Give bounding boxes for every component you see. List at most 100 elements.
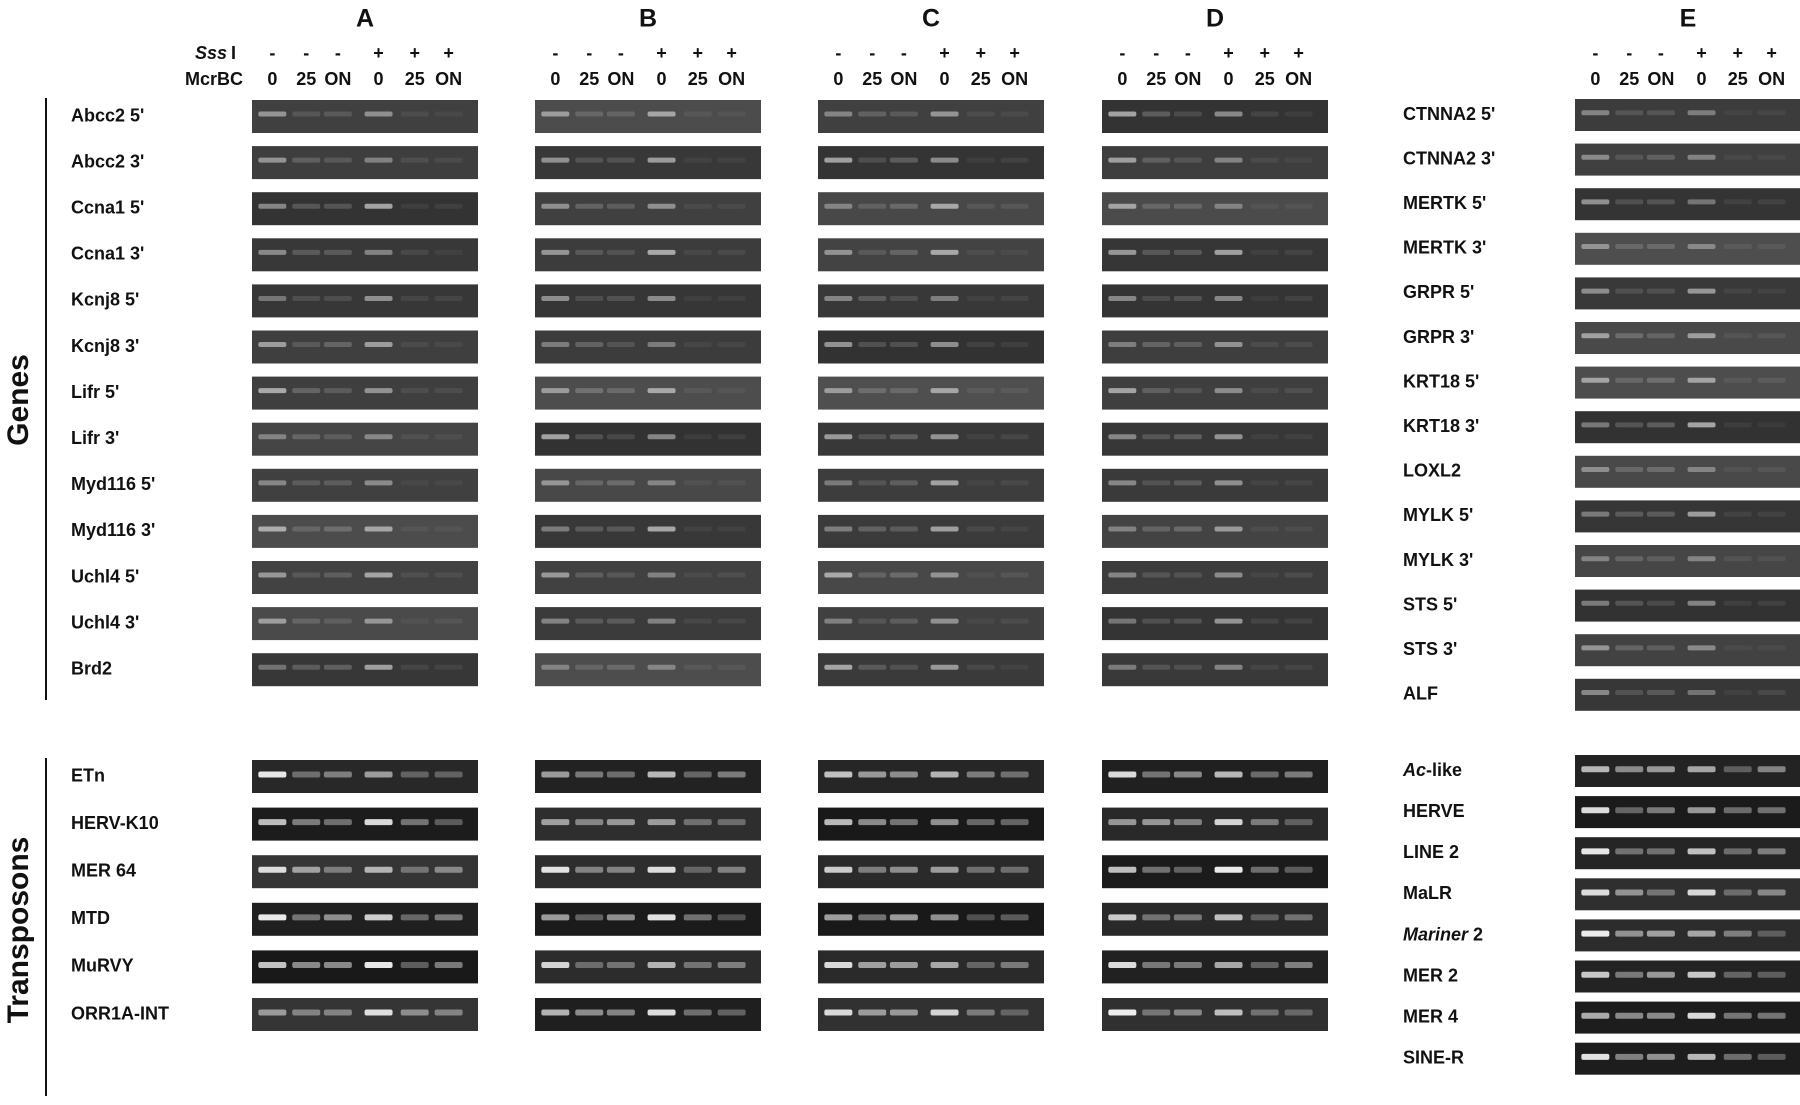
band — [292, 249, 321, 255]
band — [1108, 819, 1137, 826]
band — [1615, 848, 1644, 855]
band — [1000, 249, 1029, 255]
band — [1757, 971, 1786, 978]
mcrbc-lane: 0 — [1117, 69, 1127, 89]
band — [606, 249, 635, 255]
band — [1723, 288, 1752, 294]
row-label: MERTK 5' — [1403, 193, 1486, 213]
sss-lane: - — [1592, 43, 1598, 63]
sss-lane: - — [1153, 43, 1159, 63]
band — [824, 203, 853, 209]
band — [434, 249, 463, 255]
row-label-italic: Mariner — [1403, 924, 1469, 944]
row-label: MaLR — [1403, 883, 1452, 903]
gel-strip — [535, 192, 761, 226]
row-label: MYLK 3' — [1403, 550, 1473, 570]
band — [1284, 664, 1313, 670]
band — [292, 342, 321, 348]
band — [1284, 572, 1313, 578]
band — [1757, 511, 1786, 517]
band — [1687, 889, 1716, 896]
band — [683, 771, 712, 778]
band — [858, 819, 887, 826]
band — [683, 961, 712, 968]
band — [824, 914, 853, 921]
panel-letter: C — [922, 5, 940, 33]
band — [966, 342, 995, 348]
band — [1757, 930, 1786, 937]
band — [292, 1009, 321, 1016]
band — [400, 618, 429, 624]
band — [930, 434, 959, 440]
band — [258, 434, 287, 440]
band — [1250, 342, 1279, 348]
band — [647, 434, 676, 440]
band — [1646, 154, 1675, 160]
band — [292, 480, 321, 486]
row-label: Lifr 3' — [71, 428, 119, 448]
band — [1646, 848, 1675, 855]
band — [824, 866, 853, 873]
band — [434, 342, 463, 348]
band — [575, 342, 604, 348]
band — [1615, 930, 1644, 937]
band — [966, 914, 995, 921]
band — [1142, 203, 1171, 209]
band — [1000, 819, 1029, 826]
band — [606, 1009, 635, 1016]
band — [1615, 154, 1644, 160]
band — [889, 203, 918, 209]
gel-strip — [1102, 330, 1328, 364]
band — [1723, 807, 1752, 814]
band — [930, 819, 959, 826]
band — [575, 618, 604, 624]
band — [400, 157, 429, 163]
band — [930, 664, 959, 670]
band — [541, 434, 570, 440]
band — [323, 249, 352, 255]
band — [1687, 807, 1716, 814]
band — [683, 203, 712, 209]
band — [1173, 771, 1202, 778]
band — [683, 157, 712, 163]
band — [966, 526, 995, 532]
band — [323, 1009, 352, 1016]
band — [575, 388, 604, 394]
sss-lane: + — [656, 43, 667, 63]
band — [258, 203, 287, 209]
band — [1581, 807, 1610, 814]
band — [606, 526, 635, 532]
band — [1173, 480, 1202, 486]
band — [647, 1009, 676, 1016]
gel-strip — [1575, 878, 1800, 911]
band — [1757, 848, 1786, 855]
band — [966, 203, 995, 209]
band — [889, 157, 918, 163]
band — [1000, 157, 1029, 163]
band — [258, 111, 287, 117]
band — [1173, 434, 1202, 440]
band — [1250, 1009, 1279, 1016]
band — [1142, 342, 1171, 348]
band — [1108, 295, 1137, 301]
band — [858, 866, 887, 873]
band — [1581, 889, 1610, 896]
band — [1000, 664, 1029, 670]
band — [1108, 914, 1137, 921]
band — [1615, 690, 1644, 695]
band — [930, 249, 959, 255]
band — [966, 819, 995, 826]
band — [824, 434, 853, 440]
band — [1757, 600, 1786, 606]
band — [434, 771, 463, 778]
band — [1615, 1012, 1644, 1019]
band — [647, 295, 676, 301]
row-label: Ccna1 3' — [71, 244, 144, 264]
band — [1214, 342, 1243, 348]
band — [683, 295, 712, 301]
band — [1173, 295, 1202, 301]
band — [606, 157, 635, 163]
genes-label: Genes — [2, 354, 35, 446]
mcrbc-lane: ON — [324, 69, 351, 89]
band — [1108, 249, 1137, 255]
